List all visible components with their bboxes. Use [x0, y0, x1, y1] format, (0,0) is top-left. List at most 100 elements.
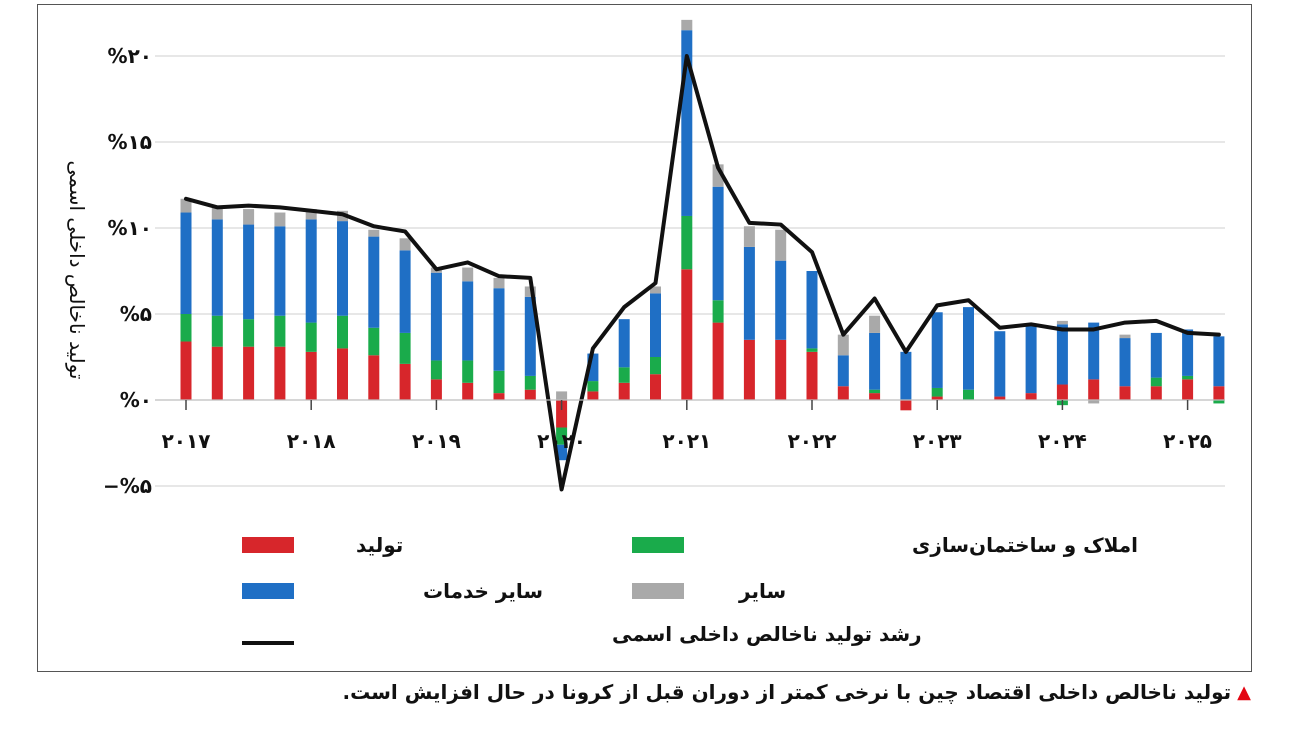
- bar-segment: [368, 327, 380, 356]
- legend-label: سایر خدمات: [423, 579, 543, 603]
- bar-segment: [430, 272, 442, 361]
- bar-segment: [305, 209, 317, 220]
- bar-segment: [650, 286, 661, 294]
- bar-segment: [837, 355, 849, 387]
- y-tick-label: −%۵: [103, 474, 152, 498]
- bar-segment: [462, 267, 474, 282]
- bar-segment: [556, 427, 568, 445]
- bar-segment: [462, 281, 474, 361]
- bar-segment: [430, 360, 442, 380]
- bar-segment: [1150, 332, 1162, 378]
- bar-segment: [1150, 386, 1162, 400]
- x-axis: ۲۰۱۷ ۲۰۱۸ ۲۰۱۹ ۲۰۲۰ ۲۰۲۱ ۲۰۲۲ ۲۰۲۳ ۲۰۲۴ ۲۰۲۵: [155, 399, 1225, 453]
- bar-segment: [743, 246, 755, 340]
- bar-segment: [368, 229, 380, 237]
- bar-segment: [994, 396, 1006, 400]
- bar-segment: [1056, 320, 1068, 325]
- legend-swatch: [632, 583, 684, 599]
- bar-segment: [869, 315, 881, 333]
- bar-segment: [681, 19, 693, 31]
- bar-segment: [743, 339, 755, 400]
- bar-segment: [524, 296, 536, 376]
- bar-segment: [743, 226, 755, 247]
- bar-segment: [931, 387, 943, 397]
- bar-segment: [243, 319, 255, 347]
- bar-segment: [618, 319, 630, 368]
- bar-segment: [274, 315, 286, 347]
- y-tick-label: %۲۰: [108, 44, 152, 68]
- bar-segment: [587, 353, 599, 382]
- bar-segment: [994, 331, 1006, 397]
- y-tick-label: %۰: [120, 388, 152, 412]
- bar-segment: [1025, 393, 1037, 400]
- x-tick-label: ۲۰۲۰: [537, 429, 586, 453]
- bar-segment: [368, 355, 380, 400]
- x-tick-label: ۲۰۱۹: [412, 429, 461, 453]
- bar-segment: [1056, 384, 1068, 400]
- bar-segment: [900, 351, 912, 400]
- x-tick-label: ۲۰۲۱: [662, 429, 711, 453]
- caption-text: تولید ناخالص داخلی اقتصاد چین با نرخی کم…: [342, 680, 1232, 704]
- bar-segment: [211, 219, 223, 316]
- bar-segment: [305, 219, 317, 323]
- bar-segment: [1088, 322, 1100, 380]
- bar-segment: [587, 381, 599, 392]
- legend-swatch: [242, 537, 294, 553]
- bar-segment: [650, 293, 661, 357]
- bar-segment: [337, 348, 348, 400]
- bar-segment: [869, 389, 881, 394]
- bar-segment: [305, 351, 317, 400]
- bar-segment: [524, 375, 536, 390]
- bar-segment: [243, 224, 255, 320]
- bar-segment: [556, 400, 568, 428]
- bar-segment: [587, 391, 599, 400]
- gdp-line: [184, 54, 1221, 492]
- bar-segment: [681, 30, 693, 216]
- legend-swatch: [242, 583, 294, 599]
- bar-segment: [211, 315, 223, 347]
- bar-segment: [337, 221, 348, 316]
- bar-segment: [931, 396, 943, 400]
- bar-segment: [1025, 326, 1037, 394]
- legend-label: سایر: [738, 579, 786, 603]
- caption: ▲ تولید ناخالص داخلی اقتصاد چین با نرخی …: [342, 680, 1251, 704]
- y-tick-label: %۱۰: [108, 216, 152, 240]
- legend-swatch: [632, 537, 684, 553]
- bar-segment: [1182, 379, 1194, 400]
- bar-segment: [963, 307, 974, 390]
- bar-segment: [368, 236, 380, 328]
- bar-segment: [180, 198, 192, 213]
- y-tick-label: %۵: [120, 302, 152, 326]
- bar-segment: [1182, 329, 1194, 376]
- x-tick-label: ۲۰۲۴: [1038, 429, 1087, 453]
- bar-segment: [806, 351, 818, 400]
- x-tick-label: ۲۰۱۷: [162, 429, 211, 453]
- bar-segment: [1182, 375, 1194, 380]
- bar-segment: [1213, 336, 1225, 387]
- bar-segment: [274, 212, 286, 227]
- bar-segment: [1119, 338, 1131, 387]
- bar-segment: [274, 346, 286, 400]
- y-tick-label: %۱۵: [108, 130, 152, 154]
- bar-segment: [556, 391, 568, 400]
- x-tick-label: ۲۰۲۲: [788, 429, 837, 453]
- bar-segment: [462, 382, 474, 400]
- bar-segment: [806, 271, 818, 349]
- bar-segment: [430, 379, 442, 400]
- bar-segment: [650, 357, 661, 375]
- y-axis-label: تولید ناخالص داخلی اسمی: [65, 161, 89, 380]
- y-axis: −%۵ %۰ %۵ %۱۰ %۱۵ %۲۰: [103, 44, 152, 498]
- bar-segment: [493, 370, 505, 394]
- bar-segment: [1088, 400, 1100, 404]
- bar-segment: [806, 348, 818, 352]
- bar-segment: [963, 389, 974, 400]
- bar-segment: [399, 363, 411, 400]
- chart-frame: [37, 4, 1252, 672]
- bar-segment: [305, 322, 317, 352]
- bar-segment: [712, 164, 724, 187]
- bar-segment: [399, 332, 411, 364]
- legend-label: املاک و ساختمان‌سازی: [912, 533, 1138, 557]
- bar-segment: [681, 215, 693, 270]
- bar-segment: [462, 360, 474, 383]
